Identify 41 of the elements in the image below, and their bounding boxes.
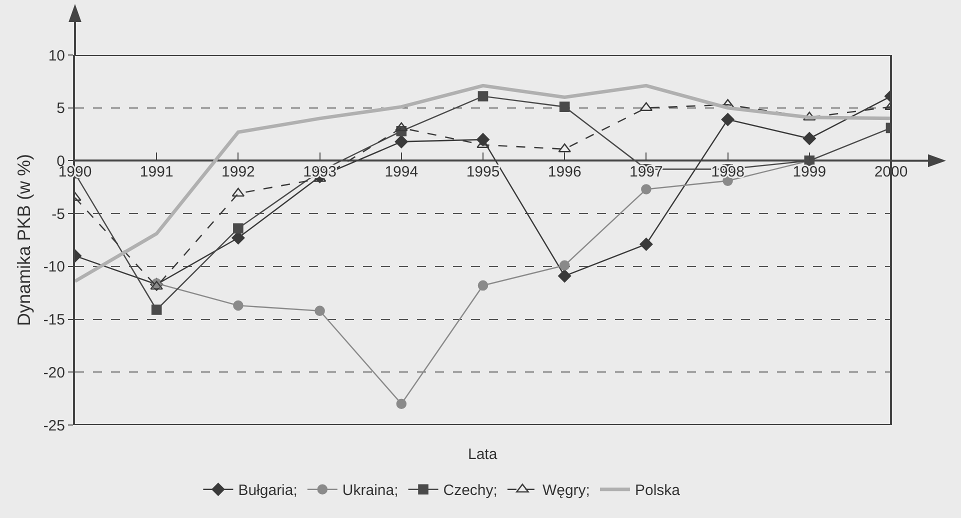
point bbox=[640, 238, 653, 251]
x-tick-label: 1996 bbox=[548, 164, 582, 181]
point bbox=[558, 269, 572, 282]
point bbox=[394, 122, 408, 132]
x-tick-label: 1994 bbox=[384, 164, 418, 181]
point bbox=[233, 223, 244, 234]
y-axis-title: Dynamika PKB (w %) bbox=[14, 154, 34, 326]
point bbox=[151, 304, 162, 315]
legend-label: Ukraina; bbox=[342, 482, 398, 500]
point bbox=[232, 188, 245, 197]
y-tick-label: -25 bbox=[43, 417, 65, 434]
point bbox=[559, 102, 570, 112]
y-tick-label: -10 bbox=[43, 258, 65, 276]
point bbox=[802, 132, 816, 146]
y-tick-label: -20 bbox=[43, 364, 65, 382]
y-tick-label: -15 bbox=[43, 312, 65, 329]
legend-label: Czechy; bbox=[443, 482, 498, 500]
legend-label: Węgry; bbox=[542, 482, 590, 500]
legend-label: Bułgaria; bbox=[238, 482, 298, 500]
point bbox=[150, 280, 164, 290]
point bbox=[558, 143, 572, 152]
point bbox=[640, 102, 653, 112]
point bbox=[802, 112, 816, 121]
x-tick-label: 1999 bbox=[792, 164, 826, 181]
point bbox=[396, 398, 407, 410]
y-tick-label: -5 bbox=[52, 206, 65, 223]
point bbox=[478, 91, 488, 102]
x-axis-title: Lata bbox=[468, 446, 498, 463]
x-tick-label: 1992 bbox=[222, 164, 255, 181]
point bbox=[641, 184, 652, 194]
point bbox=[478, 280, 488, 291]
point bbox=[721, 112, 734, 126]
y-tick-label: 5 bbox=[56, 100, 65, 118]
y-tick-label: 10 bbox=[48, 47, 65, 64]
point bbox=[394, 135, 408, 148]
x-tick-label: 1991 bbox=[140, 164, 174, 181]
point bbox=[314, 306, 325, 316]
point bbox=[233, 300, 244, 311]
legend-label: Polska bbox=[634, 482, 681, 500]
point bbox=[559, 260, 570, 271]
x-tick-label: 1995 bbox=[466, 164, 500, 181]
